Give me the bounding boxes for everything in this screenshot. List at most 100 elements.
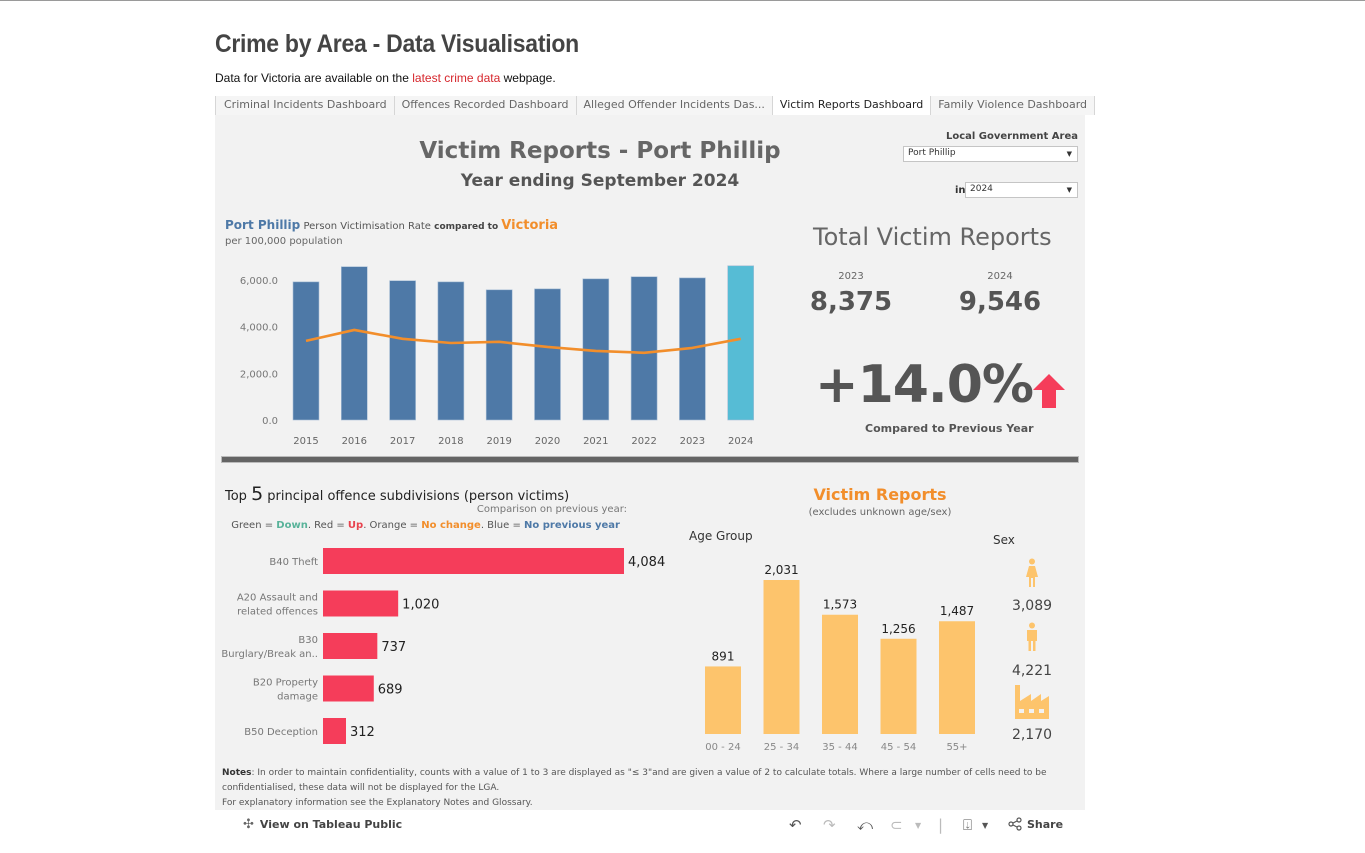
- revert-icon[interactable]: ⤺: [857, 816, 874, 834]
- toolbar-separator: |: [938, 816, 944, 834]
- offence-bar: [323, 548, 624, 574]
- rate-title-mid: Person Victimisation Rate: [300, 221, 435, 232]
- view-on-tableau-label: View on Tableau Public: [259, 818, 403, 831]
- tab-family-violence[interactable]: Family Violence Dashboard: [931, 96, 1096, 115]
- x-tick-label: 2017: [390, 436, 415, 447]
- age-value-label: 2,031: [764, 563, 798, 577]
- sex-item-male: [995, 622, 1069, 656]
- tableau-logo-icon: ✣: [243, 817, 254, 832]
- rate-bar: [292, 281, 320, 421]
- x-tick-label: 2020: [535, 436, 560, 447]
- curr-year-total: 9,546: [958, 287, 1042, 317]
- offence-category-label: Burglary/Break an..: [221, 649, 318, 660]
- total-victim-reports-title: Total Victim Reports: [813, 223, 1052, 251]
- download-dropdown-icon[interactable]: ▼: [982, 821, 989, 830]
- prev-year-total: 8,375: [809, 287, 893, 317]
- y-tick-label: 4,000.0: [240, 323, 278, 334]
- victim-reports-title: Victim Reports: [813, 485, 947, 504]
- x-tick-label: 2023: [680, 436, 705, 447]
- view-on-tableau-button[interactable]: ✣ View on Tableau Public: [243, 817, 402, 832]
- offence-value-label: 737: [381, 640, 406, 655]
- offence-category-label: B30: [298, 635, 318, 646]
- top5-title: Top 5 principal offence subdivisions (pe…: [225, 483, 569, 505]
- age-category-label: 35 - 44: [822, 742, 857, 753]
- rate-bar: [534, 288, 561, 421]
- top5-title-after: principal offence subdivisions (person v…: [263, 489, 570, 504]
- year-dropdown[interactable]: 2024 ▼: [965, 182, 1078, 198]
- rate-bar: [727, 265, 755, 421]
- share-button[interactable]: Share: [1008, 817, 1063, 831]
- age-category-label: 45 - 54: [881, 742, 916, 753]
- notes: Notes: In order to maintain confidential…: [222, 766, 1082, 811]
- offence-category-label: B20 Property: [253, 678, 318, 689]
- legend-down: Down: [276, 520, 308, 531]
- factory-icon: [1015, 685, 1049, 719]
- rate-title-compared: compared to: [434, 222, 502, 232]
- rate-bar: [437, 281, 465, 421]
- victimisation-rate-chart: 0.0 2,000.0 4,000.0 6,000.0 2015 2016 2017 2018…: [240, 265, 755, 447]
- year-dropdown-value: 2024: [970, 184, 993, 194]
- rate-title-state: Victoria: [501, 218, 559, 233]
- notes-label: Notes: [222, 768, 252, 778]
- age-value-label: 891: [712, 649, 735, 663]
- x-tick-label: 2022: [631, 436, 656, 447]
- top-border: [0, 0, 1365, 1]
- dashboard-title: Victim Reports - Port Phillip: [419, 138, 781, 164]
- x-tick-label: 2018: [438, 436, 463, 447]
- dashboard-subtitle: Year ending September 2024: [460, 171, 740, 191]
- top5-title-num: 5: [251, 483, 264, 505]
- lga-dropdown[interactable]: Port Phillip ▼: [903, 146, 1078, 162]
- rate-bar: [389, 280, 416, 421]
- offence-value-label: 1,020: [402, 598, 439, 613]
- chevron-down-icon: ▼: [1066, 150, 1072, 158]
- refresh-icon[interactable]: ⊂: [890, 816, 903, 834]
- x-tick-label: 2021: [583, 436, 608, 447]
- prev-year-label: 2023: [838, 271, 864, 282]
- intro-before: Data for Victoria are available on the: [215, 71, 413, 85]
- age-bar: [880, 638, 917, 734]
- share-icon: [1008, 817, 1022, 831]
- legend-green-text: Green =: [231, 520, 277, 531]
- dashboard: Victim Reports - Port Phillip Year endin…: [215, 115, 1085, 810]
- offence-category-label: damage: [277, 692, 318, 703]
- refresh-dropdown-icon[interactable]: ▼: [915, 821, 922, 830]
- notes-line2: For explanatory information see the Expl…: [222, 798, 533, 808]
- tab-alleged-offender[interactable]: Alleged Offender Incidents Das...: [576, 96, 773, 115]
- sex-item-female: [995, 558, 1069, 592]
- age-category-label: 55+: [946, 742, 967, 753]
- offence-category-label: A20 Assault and: [237, 593, 318, 604]
- age-bar: [822, 614, 858, 734]
- chevron-down-icon: ▼: [1066, 186, 1072, 194]
- x-tick-label: 2015: [293, 436, 318, 447]
- undo-icon[interactable]: ↶: [789, 816, 802, 834]
- top5-offence-chart: 4,084 B40 Theft 1,020 A20 Assault and relate…: [221, 548, 665, 744]
- x-tick-label: 2019: [486, 436, 511, 447]
- curr-year-label: 2024: [987, 271, 1013, 282]
- offence-bar: [323, 718, 346, 744]
- notes-line1: : In order to maintain confidentiality, …: [222, 768, 1047, 793]
- y-tick-label: 0.0: [262, 416, 278, 427]
- tab-criminal-incidents[interactable]: Criminal Incidents Dashboard: [215, 96, 395, 115]
- section-divider: [221, 456, 1079, 463]
- intro-text: Data for Victoria are available on the l…: [215, 71, 556, 85]
- comparison-legend: Green = Down. Red = Up. Orange = No chan…: [215, 520, 620, 531]
- rate-chart-title: Port Phillip Person Victimisation Rate c…: [225, 218, 558, 233]
- age-category-label: 25 - 34: [764, 742, 799, 753]
- age-bar: [763, 580, 800, 734]
- sex-organisation-value: 2,170: [1011, 727, 1053, 743]
- female-icon: [1026, 558, 1038, 587]
- tab-victim-reports[interactable]: Victim Reports Dashboard: [772, 96, 932, 115]
- y-tick-label: 6,000.0: [240, 276, 278, 287]
- victoria-rate-line: [305, 328, 741, 355]
- age-category-label: 00 - 24: [705, 742, 740, 753]
- latest-crime-data-link[interactable]: latest crime data: [412, 71, 501, 85]
- download-icon[interactable]: ⍗: [963, 816, 973, 834]
- tab-offences-recorded[interactable]: Offences Recorded Dashboard: [394, 96, 577, 115]
- legend-orange-text: . Orange =: [363, 520, 422, 531]
- redo-icon[interactable]: ↷: [823, 816, 836, 834]
- offence-bar: [323, 633, 378, 659]
- offence-category-label: B40 Theft: [269, 557, 318, 568]
- page-title: Crime by Area - Data Visualisation: [215, 30, 579, 58]
- sex-male-value: 4,221: [1011, 663, 1053, 679]
- offence-bar: [323, 675, 374, 702]
